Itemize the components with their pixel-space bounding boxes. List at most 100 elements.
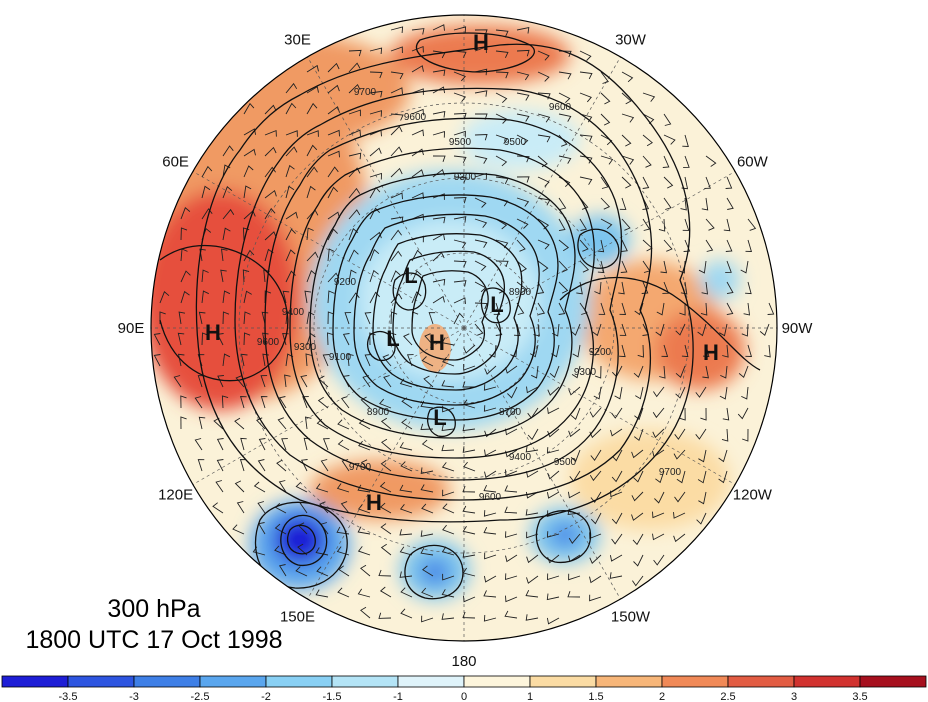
wind-barb [453,312,465,325]
longitude-label: 30E [284,32,311,49]
wind-barb [234,417,245,430]
wind-barb [513,323,521,337]
wind-barb [474,302,488,310]
wind-barb [399,442,413,451]
wind-barb [495,260,509,268]
high-pressure-label: H [473,30,489,55]
colorbar-tick-label: 2 [659,691,665,702]
wind-barb [300,374,308,388]
wind-barb [725,239,733,252]
wind-barb [474,197,487,208]
wind-barb [633,470,644,483]
wind-barb [593,386,602,400]
wind-barb [600,92,611,105]
wind-barb [619,323,627,336]
wind-barb [357,546,371,556]
longitude-label: 0 [460,0,468,4]
wind-barb [222,186,233,199]
colorbar-tick-label: -2 [261,691,271,702]
wind-barb [675,365,686,378]
wind-barb [592,323,602,337]
low-pressure-label: L [490,292,503,317]
wind-barb [178,311,186,325]
wind-barb [720,365,728,379]
wind-barb [484,365,497,375]
wind-barb [239,459,247,472]
wind-barb [236,501,245,514]
wind-barb [306,144,318,157]
colorbar-tick-label: -3 [129,691,139,702]
wind-barb [348,129,361,137]
wind-barb [504,610,518,619]
wind-barb [411,249,423,262]
wind-barb [304,416,312,430]
wind-barb [194,396,203,409]
wind-barb [369,231,382,241]
wind-barb [567,591,581,598]
wind-barb [505,407,518,418]
wind-barb [243,102,255,115]
wind-barb [474,323,484,336]
wind-barb [177,332,185,346]
longitude-label: 120W [733,487,773,504]
wind-barb [579,218,588,231]
wind-barb [642,176,650,189]
wind-barb [400,608,413,619]
colorbar-tick-label: 2.5 [720,691,735,702]
wind-barb [611,470,623,483]
wind-barb [634,407,644,421]
wind-barb [697,323,707,337]
wind-barb [441,380,455,388]
wind-barb [423,375,434,388]
wind-barb [526,531,539,539]
wind-barb [453,50,467,58]
wind-barb [453,176,467,184]
wind-barb [652,533,665,541]
wind-barb [594,365,602,379]
wind-barb [705,239,714,252]
wind-barb [327,311,335,325]
wind-barb [411,88,424,95]
wind-barb [348,269,357,283]
wind-barb [568,533,581,544]
wind-barb [180,270,191,283]
wind-barb [634,428,644,442]
wind-barb [221,395,229,409]
wind-barb [357,588,371,598]
wind-barb [348,49,362,57]
wind-barb [327,186,339,199]
contour-label: 9600 [257,337,280,348]
high-pressure-label: H [703,340,719,365]
wind-barb [516,92,530,101]
wind-barb [441,589,455,598]
wind-barb [705,155,717,167]
wind-barb [558,260,568,273]
wind-barb [642,155,652,168]
wind-barbs [153,24,775,625]
wind-barb [441,444,455,452]
wind-barb [378,569,392,577]
wind-barb [327,228,338,241]
time-label: 1800 UTC 17 Oct 1998 [25,626,282,654]
wind-barb [516,71,530,81]
wind-barb [653,386,665,398]
wind-barb [590,344,602,357]
wind-barb [285,211,298,220]
wind-barb [442,356,455,367]
wind-barb [432,111,446,118]
wind-barb [220,269,227,283]
wind-barb [411,270,422,283]
wind-barb [745,281,752,295]
wind-barb [222,145,234,157]
wind-barb [462,446,476,453]
wind-barb [632,533,644,546]
wind-barb [642,92,656,102]
wind-barb [153,354,161,367]
wind-barb [348,209,361,220]
wind-barb [315,483,329,493]
wind-barb [674,428,686,440]
wind-barb [281,438,288,451]
wind-barb [504,485,518,493]
wind-barb [348,83,361,94]
